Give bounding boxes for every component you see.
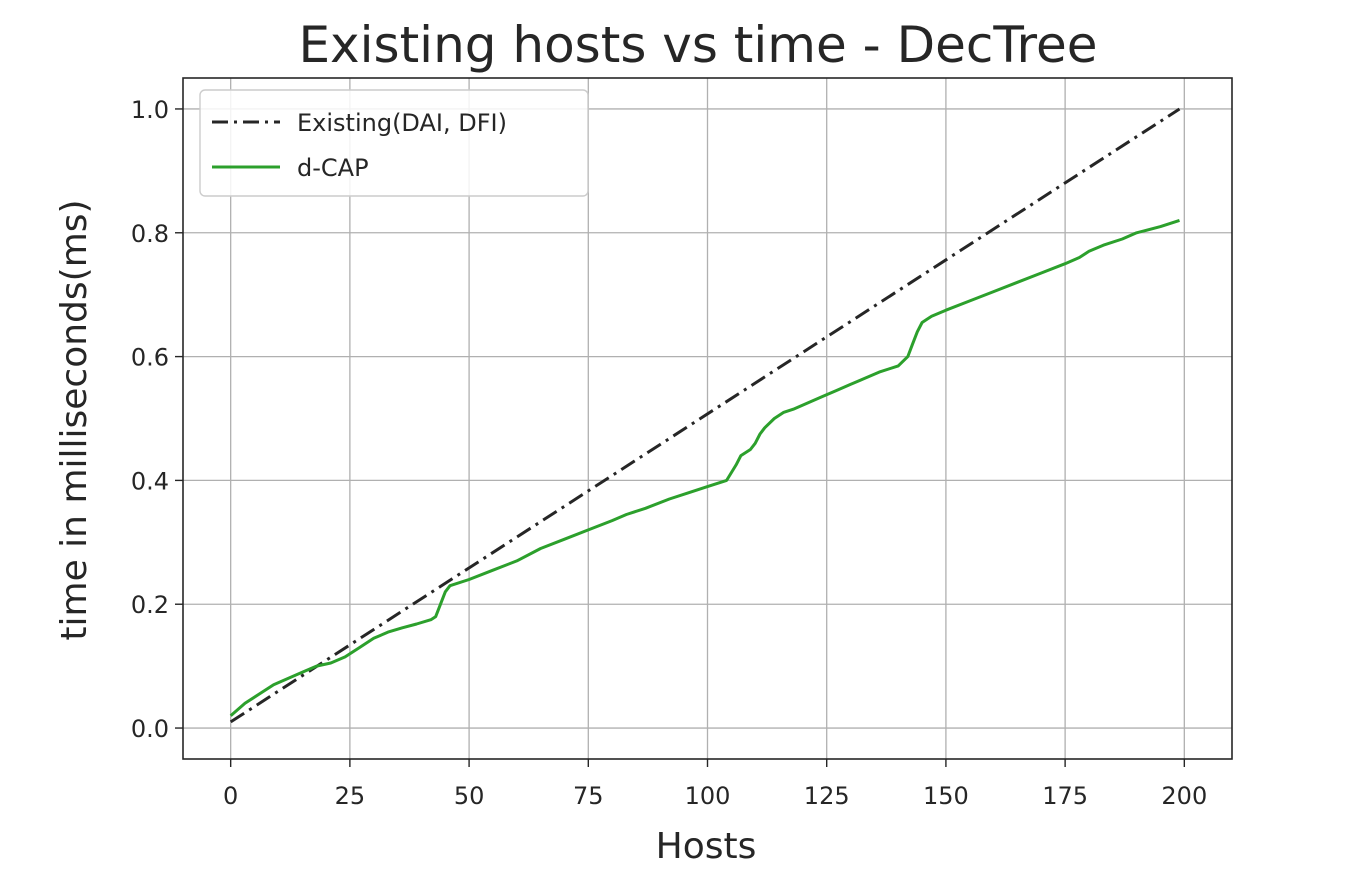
- x-tick-label: 200: [1161, 782, 1207, 810]
- y-axis-ticks: 0.0 0.2 0.4 0.6 0.8 1.0: [131, 96, 183, 743]
- x-tick-label: 100: [685, 782, 731, 810]
- legend: Existing(DAI, DFI) d-CAP: [199, 89, 589, 197]
- series-line-existing: [229, 107, 1181, 724]
- y-tick-label: 0.2: [131, 591, 169, 619]
- x-tick-label: 0: [223, 782, 238, 810]
- y-tick-label: 0.6: [131, 344, 169, 372]
- y-tick-label: 0.8: [131, 220, 169, 248]
- x-axis-ticks: 0 25 50 75 100 125 150 175 200: [223, 759, 1207, 810]
- y-tick-label: 0.0: [131, 715, 169, 743]
- x-tick-label: 125: [804, 782, 850, 810]
- series-line-dcap: [229, 218, 1180, 717]
- x-tick-label: 150: [923, 782, 969, 810]
- chart-title: Existing hosts vs time - DecTree: [298, 16, 1097, 74]
- y-axis-label: time in milliseconds(ms): [54, 199, 95, 640]
- x-tick-label: 175: [1042, 782, 1088, 810]
- legend-label: Existing(DAI, DFI): [297, 109, 507, 137]
- x-tick-label: 25: [335, 782, 366, 810]
- series-lines: [229, 107, 1181, 724]
- legend-label: d-CAP: [297, 154, 369, 182]
- x-tick-label: 50: [454, 782, 485, 810]
- legend-box: [199, 89, 589, 197]
- y-tick-label: 0.4: [131, 467, 169, 495]
- x-axis-label: Hosts: [656, 826, 757, 867]
- y-tick-label: 1.0: [131, 96, 169, 124]
- x-tick-label: 75: [573, 782, 604, 810]
